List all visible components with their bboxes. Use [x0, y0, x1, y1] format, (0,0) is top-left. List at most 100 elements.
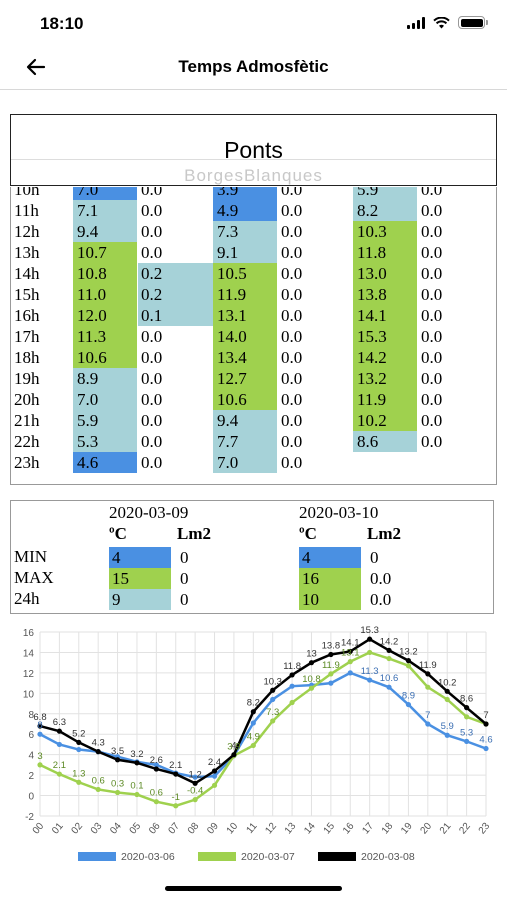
x-tick-label: 19 [399, 821, 415, 837]
temp-cell: 4.6 [73, 452, 137, 473]
hour-label: 16h [14, 306, 40, 325]
summary-row-label: MIN [14, 547, 48, 566]
rain-cell: 0.0 [141, 453, 163, 472]
data-point [114, 757, 121, 763]
rain-cell: 0.0 [281, 243, 303, 262]
data-point [464, 738, 470, 744]
rain-cell: 0.0 [421, 201, 443, 220]
y-tick-label: 2 [28, 771, 34, 782]
data-label: 7 [483, 710, 488, 721]
data-point [37, 731, 43, 737]
table-row: 18h 10.6 0.0 13.4 0.0 14.2 0.0 [11, 347, 496, 368]
col-header-rain: Lm2 [177, 524, 211, 543]
rain-cell: 0.0 [141, 432, 163, 451]
rain-cell: 0.0 [281, 306, 303, 325]
col-header-temp: ºC [109, 524, 127, 543]
rain-cell: 0.0 [281, 327, 303, 346]
table-row: 17h 11.3 0.0 14.0 0.0 15.3 0.0 [11, 326, 496, 347]
data-label: 0.6 [92, 775, 105, 786]
data-label: 13.2 [399, 647, 418, 658]
data-point [56, 728, 62, 734]
summary-row-label: MAX [14, 568, 54, 587]
legend-swatch [318, 852, 356, 861]
data-point [328, 680, 334, 686]
battery-icon [458, 16, 488, 29]
x-tick-label: 07 [166, 821, 182, 837]
station-picker[interactable]: Ponts BorgesBlanques [10, 114, 497, 186]
table-row-partial: 10h 7.0 0.0 3.9 0.0 5.9 0.0 [11, 187, 496, 200]
data-point [95, 786, 101, 793]
x-tick-label: 21 [438, 821, 454, 837]
data-point [347, 659, 353, 665]
y-tick-label: 16 [23, 628, 35, 639]
series-line [39, 671, 487, 779]
hour-label: 18h [14, 348, 40, 367]
rain-highlight [138, 263, 213, 326]
rain-cell: 0.0 [421, 222, 443, 241]
data-point [483, 721, 489, 727]
series-line [39, 637, 487, 785]
x-tick-label: 15 [322, 821, 338, 837]
temp-cell: 7.3 [213, 221, 277, 242]
data-point [153, 766, 159, 772]
x-tick-label: 06 [147, 821, 163, 837]
data-point [192, 797, 198, 803]
temp-cell: 8.2 [353, 200, 417, 221]
data-point [95, 749, 101, 755]
data-label: 11.3 [361, 666, 379, 677]
rain-cell: 0.2 [141, 264, 163, 283]
rain-cell: 0.0 [421, 390, 443, 409]
temp-cell: 14.2 [353, 347, 417, 368]
col-header-temp: ºC [299, 524, 317, 543]
data-point [289, 699, 295, 706]
station-name: Ponts [224, 137, 283, 163]
summary-date: 2020-03-10 [299, 503, 379, 522]
data-point [37, 723, 43, 729]
status-icons [407, 16, 488, 29]
temp-cell: 5.3 [73, 431, 137, 452]
rain-cell: 0.0 [141, 369, 163, 388]
data-label: 7.3 [266, 707, 279, 718]
data-label: 7 [425, 710, 430, 721]
temp-cell: 13.8 [353, 284, 417, 305]
hour-label: 12h [14, 222, 40, 241]
data-label: 11.8 [283, 661, 301, 672]
data-label: 6.8 [33, 712, 46, 723]
rain-cell: 0.0 [421, 187, 443, 199]
rain-cell: 0.0 [421, 306, 443, 325]
data-point [444, 696, 450, 703]
temp-cell: 7.0 [73, 389, 137, 410]
data-point [250, 709, 256, 715]
y-tick-label: 4 [28, 751, 34, 762]
data-label: 8.6 [460, 694, 473, 705]
temp-cell: 12.7 [213, 368, 277, 389]
temp-cell: 13.4 [213, 347, 277, 368]
x-tick-label: 14 [302, 821, 318, 837]
summary-date: 2020-03-09 [109, 503, 189, 522]
temp-cell: 10.6 [213, 389, 277, 410]
data-label: 14.2 [380, 636, 399, 647]
data-label: 10.3 [263, 676, 282, 687]
data-label: 10.2 [438, 677, 457, 688]
col-header-rain: Lm2 [367, 524, 401, 543]
data-label: 4.9 [247, 731, 260, 742]
data-point [308, 660, 315, 666]
data-label: 2.1 [169, 760, 182, 771]
summary-rain-cell: 0 [180, 569, 189, 588]
rain-cell: 0.0 [421, 327, 443, 346]
temp-cell: 7.0 [73, 187, 137, 200]
data-point [211, 782, 218, 788]
station-next-option[interactable]: BorgesBlanques [184, 166, 323, 185]
back-arrow-icon[interactable] [22, 54, 50, 80]
x-tick-label: 09 [205, 821, 221, 837]
y-tick-label: -2 [25, 812, 34, 823]
data-point [211, 768, 218, 774]
legend-swatch [198, 852, 236, 861]
y-tick-label: 10 [23, 689, 35, 700]
temp-cell: 11.3 [73, 326, 137, 347]
data-label: 13.8 [322, 640, 341, 651]
table-row: 21h 5.9 0.0 9.4 0.0 10.2 0.0 [11, 410, 496, 431]
hour-label: 10h [14, 187, 40, 199]
summary-temp-cell: 10 [299, 589, 361, 610]
status-bar: 18:10 [0, 0, 507, 44]
